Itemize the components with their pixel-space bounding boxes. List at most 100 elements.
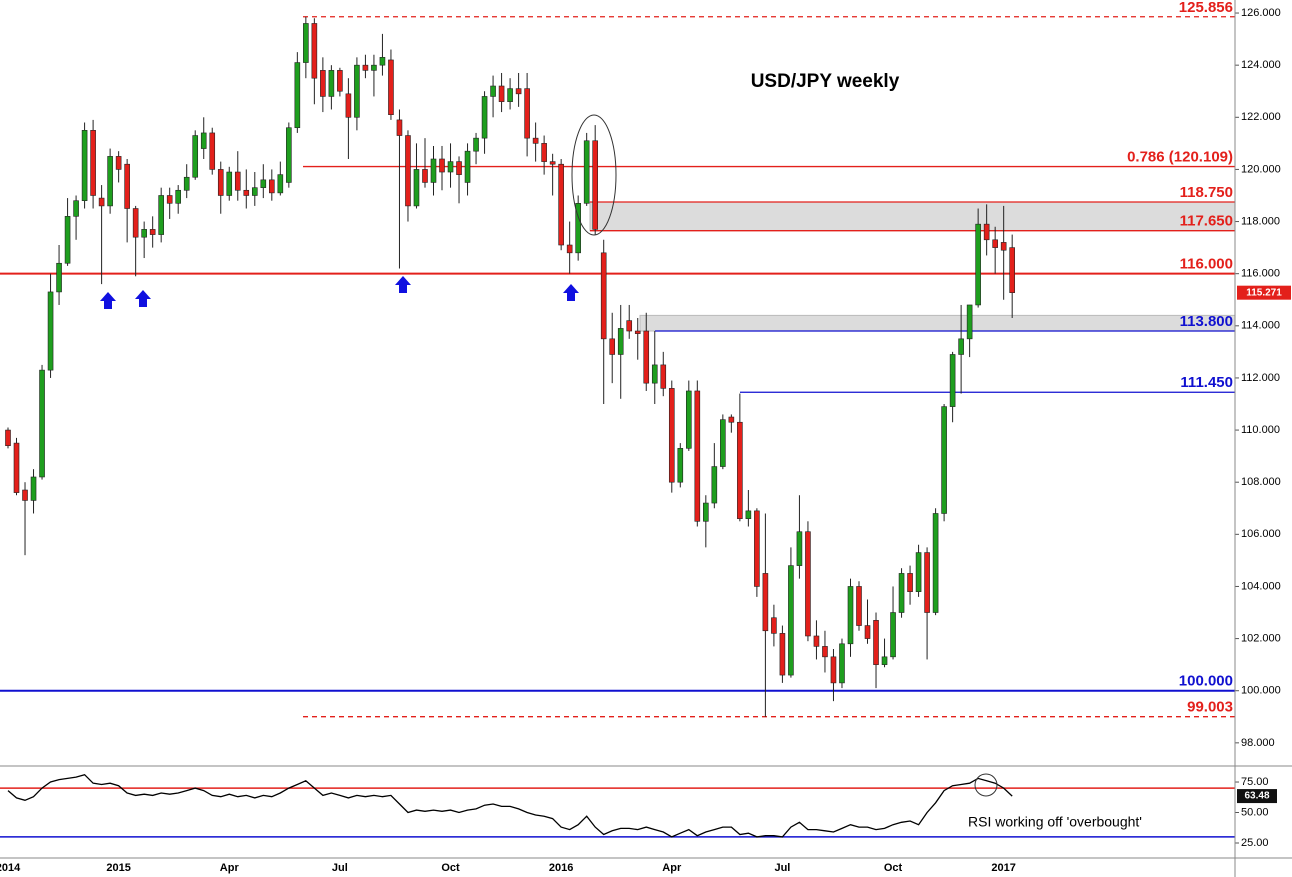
candle-body <box>737 421 743 519</box>
zones <box>589 201 1236 332</box>
candle-body <box>856 586 862 626</box>
y-tick-label: 112.000 <box>1241 372 1280 384</box>
chart-title: USD/JPY weekly <box>751 71 900 92</box>
level-label: 99.003 <box>1187 699 1233 716</box>
candle-body <box>447 161 454 173</box>
candle-body <box>771 617 777 634</box>
candle-body <box>183 176 190 191</box>
candle-body <box>413 169 420 207</box>
candle-body <box>456 161 462 175</box>
candle-body <box>337 70 343 92</box>
rsi-line <box>7 773 1013 838</box>
candle-body <box>617 328 624 355</box>
x-tick-label: Apr <box>662 862 682 874</box>
last-price-label: 115.271 <box>1246 287 1282 298</box>
y-tick-label: 110.000 <box>1241 424 1280 436</box>
candle-body <box>626 320 633 332</box>
candle-body <box>132 208 139 238</box>
candle-body <box>898 573 905 613</box>
rsi-annotation: RSI working off 'overbought' <box>968 814 1142 830</box>
level-label: 100.000 <box>1179 673 1233 690</box>
candle-body <box>498 85 505 102</box>
candle-body <box>200 132 207 149</box>
candle-body <box>175 189 181 204</box>
arrow <box>135 290 151 307</box>
candle-body <box>575 203 581 254</box>
candle-body <box>209 132 216 170</box>
candle-body <box>22 489 28 501</box>
x-tick-label: Apr <box>220 862 240 874</box>
candle-body <box>915 552 922 592</box>
x-tick-label: Oct <box>884 862 903 874</box>
y-tick-label: 122.000 <box>1241 111 1281 123</box>
candle-body <box>660 364 667 389</box>
candle-body <box>303 23 309 63</box>
level-label: 111.450 <box>1180 374 1233 391</box>
candle-body <box>47 291 54 371</box>
candle-body <box>388 59 394 115</box>
candle-body <box>379 57 386 66</box>
x-tick-label: Oct <box>441 862 460 874</box>
candle-body <box>830 656 837 684</box>
candle-body <box>907 573 913 592</box>
arrows <box>100 276 579 309</box>
level-label: 125.856 <box>1179 0 1233 16</box>
candle-body <box>73 200 79 217</box>
candle-body <box>277 174 284 194</box>
y-tick-label: 120.000 <box>1241 163 1281 175</box>
candle-body <box>822 646 828 658</box>
candle-body <box>243 189 250 196</box>
candle-body <box>81 130 88 201</box>
candle-body <box>685 390 692 449</box>
candle-body <box>90 130 96 196</box>
candle-body <box>788 565 794 676</box>
candle-body <box>890 612 896 658</box>
candle-body <box>166 195 173 204</box>
candle-body <box>958 338 964 355</box>
candle-body <box>966 304 973 340</box>
candle-body <box>566 244 573 254</box>
level-label: 116.000 <box>1180 256 1233 273</box>
candle-body <box>634 330 641 334</box>
candle-body <box>932 513 939 613</box>
candle-body <box>396 119 403 136</box>
candle-body <box>107 156 113 207</box>
candle-body <box>524 88 530 139</box>
candle-body <box>728 416 735 423</box>
candle-body <box>158 195 164 235</box>
candle-body <box>328 70 335 97</box>
y-tick-label: 108.000 <box>1241 476 1281 488</box>
candle-body <box>30 476 37 501</box>
x-tick-label: 2014 <box>0 862 21 874</box>
candle-body <box>481 96 488 139</box>
candle-body <box>226 171 233 196</box>
candle-body <box>924 552 930 613</box>
candle-body <box>651 364 658 384</box>
plot: 98.000 100.000 102.000 104.000 106.000 108.00… <box>0 7 1291 874</box>
x-tick-label: Jul <box>332 862 348 874</box>
candle-body <box>864 625 871 639</box>
y-tick-label: 116.000 <box>1241 268 1280 280</box>
candle-body <box>975 223 981 306</box>
candle-body <box>115 156 122 170</box>
candle-body <box>251 187 258 196</box>
arrow <box>395 276 411 293</box>
candle-body <box>124 163 130 209</box>
y-tick-label: 25.00 <box>1241 837 1269 849</box>
zone <box>589 201 1236 232</box>
highlight-ellipse <box>571 114 617 236</box>
y-tick-label: 104.000 <box>1241 580 1281 592</box>
level-label: 0.786 (120.109) <box>1127 149 1233 166</box>
candle-body <box>762 573 769 632</box>
x-tick-label: 2015 <box>106 862 130 874</box>
candle-body <box>260 179 267 188</box>
candle-body <box>354 64 360 118</box>
candle-body <box>362 64 369 71</box>
candle-body <box>949 354 956 407</box>
last-rsi-label: 63.48 <box>1244 791 1269 802</box>
candle-body <box>490 85 496 97</box>
candle-body <box>703 502 709 522</box>
